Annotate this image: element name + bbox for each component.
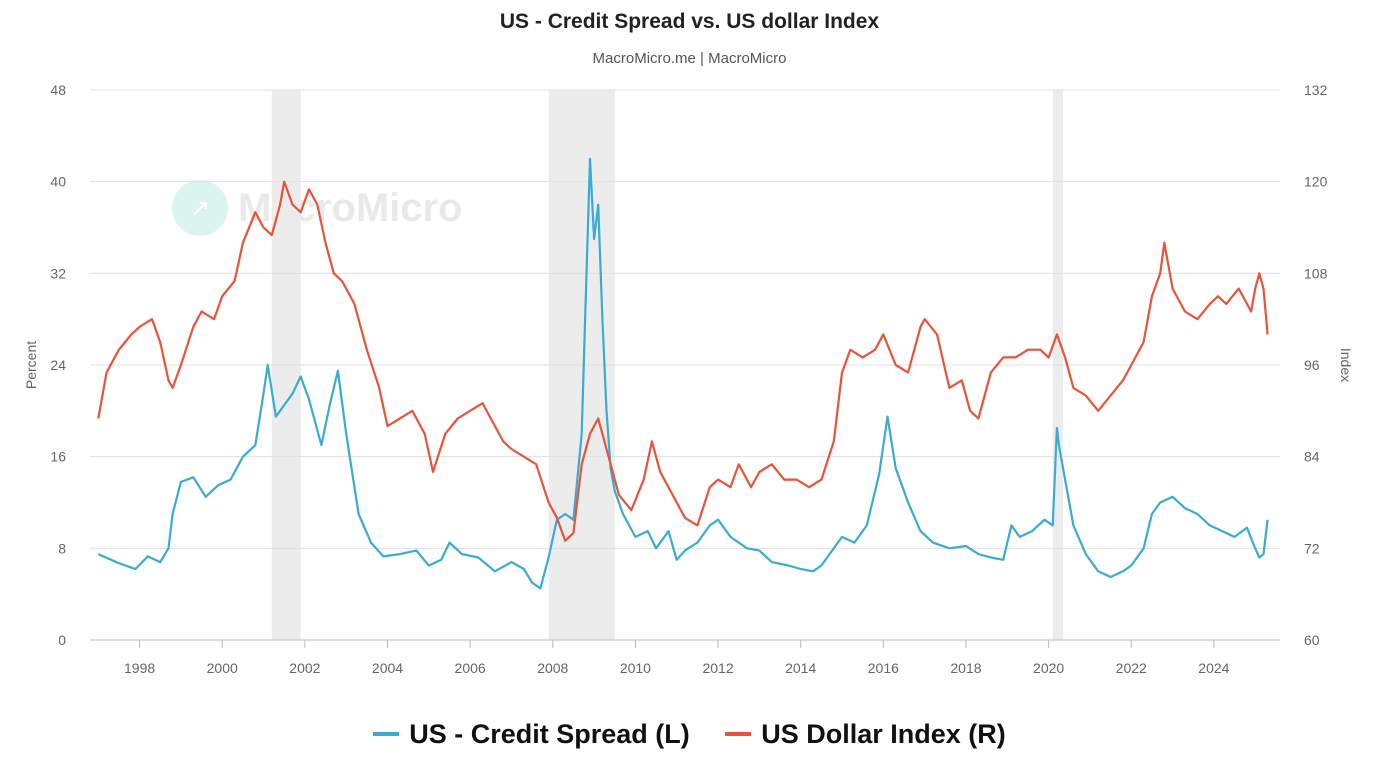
x-tick-label: 2008 — [537, 660, 568, 676]
x-tick-label: 1998 — [124, 660, 155, 676]
y-left-tick-label: 32 — [50, 265, 66, 281]
legend-item-credit-spread[interactable]: US - Credit Spread (L) — [373, 719, 690, 750]
y-left-tick-label: 8 — [58, 540, 66, 556]
x-tick-label: 2004 — [372, 660, 403, 676]
y-left-axis-title: Percent — [23, 341, 39, 389]
x-tick-label: 2018 — [950, 660, 981, 676]
y-right-tick-label: 108 — [1304, 265, 1328, 281]
legend-swatch — [373, 732, 400, 736]
y-right-axis-title: Index — [1338, 348, 1354, 382]
y-left-tick-label: 16 — [50, 449, 66, 465]
y-right-tick-label: 120 — [1304, 174, 1328, 190]
x-tick-label: 2002 — [289, 660, 320, 676]
y-left-tick-label: 0 — [58, 632, 66, 648]
y-right-tick-label: 60 — [1304, 632, 1320, 648]
legend-swatch — [725, 732, 752, 736]
chart-area: 0 8 16 24 32 40 48 60 72 84 96 108 120 132 1998 2000 200… — [23, 82, 1354, 676]
series-line-credit-spread — [97, 157, 1269, 590]
x-tick-label: 2006 — [455, 660, 486, 676]
y-right-tick-label: 96 — [1304, 357, 1320, 373]
legend-item-dollar-index[interactable]: US Dollar Index (R) — [725, 719, 1006, 750]
x-tick-label: 2024 — [1198, 660, 1229, 676]
y-left-tick-label: 24 — [50, 357, 66, 373]
x-tick-label: 2014 — [785, 660, 816, 676]
x-tick-label: 2022 — [1116, 660, 1147, 676]
x-tick-label: 2020 — [1033, 660, 1064, 676]
y-left-tick-label: 48 — [50, 82, 66, 98]
legend-label: US Dollar Index (R) — [761, 718, 1006, 749]
legend-label: US - Credit Spread (L) — [409, 718, 690, 749]
y-right-tick-label: 72 — [1304, 540, 1320, 556]
chart-title: US - Credit Spread vs. US dollar Index — [499, 10, 880, 33]
series-line-dollar-index — [97, 180, 1269, 542]
x-tick-label: 2000 — [207, 660, 238, 676]
x-tick-label: 2010 — [620, 660, 651, 676]
y-right-tick-label: 84 — [1304, 449, 1320, 465]
chart-trend-icon: ↗ — [172, 180, 228, 236]
y-right-tick-label: 132 — [1304, 82, 1328, 98]
chart-subtitle: MacroMicro.me | MacroMicro — [592, 50, 787, 67]
y-left-tick-label: 40 — [50, 174, 66, 190]
x-tick-label: 2012 — [702, 660, 733, 676]
legend: US - Credit Spread (L) US Dollar Index (… — [0, 712, 1379, 750]
x-tick-label: 2016 — [868, 660, 899, 676]
